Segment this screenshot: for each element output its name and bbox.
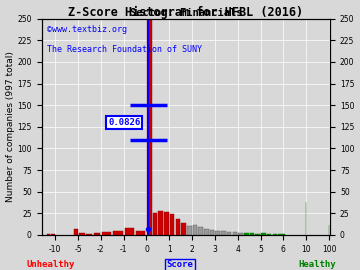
Text: Unhealthy: Unhealthy xyxy=(26,260,75,269)
Bar xyxy=(261,233,266,235)
Bar xyxy=(187,226,192,235)
Text: ©www.textbiz.org: ©www.textbiz.org xyxy=(47,25,127,34)
Bar xyxy=(193,225,197,235)
Bar xyxy=(79,233,85,235)
Bar xyxy=(125,228,134,235)
Bar xyxy=(147,20,152,235)
Bar xyxy=(283,234,285,235)
Text: Sector: Financials: Sector: Financials xyxy=(130,8,242,18)
Title: Z-Score Histogram for HFBL (2016): Z-Score Histogram for HFBL (2016) xyxy=(68,6,303,19)
Bar xyxy=(113,231,122,235)
Bar xyxy=(198,227,203,235)
Bar xyxy=(278,234,283,235)
Bar xyxy=(255,234,260,235)
Bar xyxy=(176,219,180,235)
Text: The Research Foundation of SUNY: The Research Foundation of SUNY xyxy=(47,45,202,54)
Text: 0.0826: 0.0826 xyxy=(108,118,140,127)
Bar xyxy=(233,232,237,235)
Bar xyxy=(181,223,186,235)
Text: Score: Score xyxy=(167,260,193,269)
Bar xyxy=(153,213,157,235)
Bar xyxy=(238,233,243,235)
Bar xyxy=(210,230,214,235)
Bar xyxy=(250,233,254,235)
Text: Healthy: Healthy xyxy=(298,260,336,269)
Bar xyxy=(227,232,231,235)
Bar xyxy=(98,233,100,235)
Bar xyxy=(216,231,220,235)
Bar xyxy=(94,233,97,235)
Bar xyxy=(102,232,111,235)
Bar xyxy=(267,234,271,235)
Bar xyxy=(51,234,55,235)
Bar xyxy=(164,212,169,235)
Bar xyxy=(204,229,209,235)
Bar xyxy=(46,234,50,235)
Bar xyxy=(86,234,93,235)
Bar xyxy=(136,231,145,235)
Bar xyxy=(244,233,248,235)
Bar xyxy=(158,211,163,235)
Bar xyxy=(221,231,226,235)
Y-axis label: Number of companies (997 total): Number of companies (997 total) xyxy=(5,51,14,202)
Bar xyxy=(74,229,78,235)
Bar xyxy=(273,234,277,235)
Bar xyxy=(170,214,175,235)
